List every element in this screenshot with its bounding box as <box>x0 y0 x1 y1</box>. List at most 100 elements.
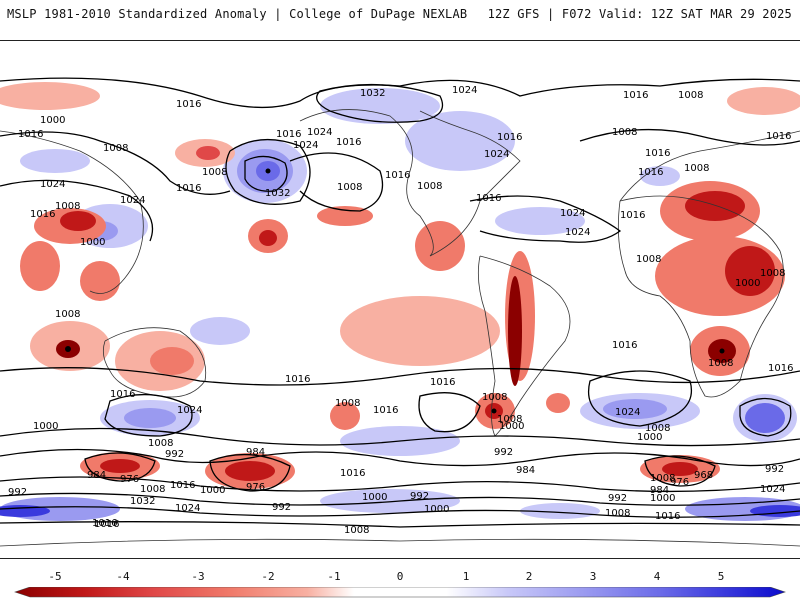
anomaly-positive-region <box>745 403 785 433</box>
low-center-marker <box>65 346 71 352</box>
isobar-label: 1016 <box>612 340 637 351</box>
isobar-line <box>739 397 792 437</box>
isobar-label: 1000 <box>650 493 675 504</box>
colorbar-fill <box>14 587 786 598</box>
isobar-label: 1032 <box>265 188 290 199</box>
isobar-label: 1024 <box>615 407 640 418</box>
isobar-label: 1008 <box>708 358 733 369</box>
anomaly-positive-region <box>640 166 680 186</box>
anomaly-negative-region <box>508 276 522 386</box>
isobar-line <box>0 179 154 242</box>
anomaly-negative-region <box>662 462 698 476</box>
isobar-label: 1008 <box>103 143 128 154</box>
anomaly-negative-region <box>415 221 465 271</box>
isobar-label: 1024 <box>40 179 65 190</box>
anomaly-negative-region <box>546 393 570 413</box>
isobar-label: 1024 <box>484 149 509 160</box>
colorbar-tick-label: 5 <box>717 570 725 583</box>
isobar-label: 1008 <box>55 201 80 212</box>
isobar-label: 984 <box>650 485 669 496</box>
isobar-label: 1024 <box>293 140 318 151</box>
isobar-line <box>0 367 800 386</box>
colorbar-tick-label: 0 <box>396 570 404 583</box>
anomaly-positive-region <box>603 399 667 419</box>
isobar-label: 1016 <box>497 132 522 143</box>
anomaly-negative-region <box>259 230 277 246</box>
isobar-label: 1008 <box>678 90 703 101</box>
anomaly-negative-region <box>196 146 220 160</box>
isobar-label: 1016 <box>340 468 365 479</box>
isobar-label: 968 <box>694 470 713 481</box>
isobar-label: 1016 <box>638 167 663 178</box>
header: MSLP 1981-2010 Standardized Anomaly | Co… <box>0 0 800 30</box>
isobar-label: 1024 <box>120 195 145 206</box>
anomaly-positive-region <box>124 408 176 428</box>
isobar-label: 1000 <box>499 421 524 432</box>
anomaly-negative-region <box>80 261 120 301</box>
isobar-label: 984 <box>516 465 535 476</box>
isobar-label: 1008 <box>148 438 173 449</box>
colorbar-tick-label: 4 <box>653 570 661 583</box>
anomaly-negative-region <box>60 211 96 231</box>
europe-asia-outline <box>0 130 800 294</box>
anomaly-positive-region <box>520 503 600 519</box>
isobar-line <box>469 195 622 243</box>
isobar-line <box>84 452 156 482</box>
isobar-label: 1016 <box>176 183 201 194</box>
isobar-label: 1008 <box>497 414 522 425</box>
anomaly-negative-region <box>725 246 775 296</box>
low-center-marker <box>491 408 497 414</box>
isobar-label: 1016 <box>623 90 648 101</box>
anomaly-negative-region <box>225 461 275 481</box>
isobar-label: 1008 <box>337 182 362 193</box>
isobar-label: 1008 <box>335 398 360 409</box>
anomaly-negative-region <box>100 459 140 473</box>
anomaly-negative-region <box>330 402 360 430</box>
isobar-label: 1008 <box>636 254 661 265</box>
isobar-label: 976 <box>120 474 139 485</box>
anomaly-negative-region <box>150 347 194 375</box>
isobar-label: 1024 <box>452 85 477 96</box>
colorbar-tick-label: 1 <box>462 570 470 583</box>
isobar-line <box>588 370 692 427</box>
isobar-label: 1000 <box>40 115 65 126</box>
isobar-label: 1008 <box>55 309 80 320</box>
isobar-line <box>289 152 384 212</box>
isobar-label: 1008 <box>417 181 442 192</box>
isobar-line <box>0 492 800 506</box>
isobar-label: 992 <box>410 491 429 502</box>
isobar-label: 1016 <box>620 210 645 221</box>
anomaly-positive-region <box>20 149 90 173</box>
isobar-label: 1016 <box>94 519 119 530</box>
isobar-label: 1016 <box>170 480 195 491</box>
colorbar-tick-label: -2 <box>261 570 275 583</box>
africa-outline <box>617 195 784 398</box>
anomaly-negative-region <box>20 241 60 291</box>
anomaly-positive-region <box>320 88 440 124</box>
isobar-label: 1016 <box>92 518 117 529</box>
isobar-label: 1016 <box>276 129 301 140</box>
low-center-marker <box>719 348 725 354</box>
isobar-label: 1008 <box>684 163 709 174</box>
isobar-line <box>209 453 291 492</box>
isobar-label: 1024 <box>560 208 585 219</box>
colorbar-tick-label: 3 <box>589 570 597 583</box>
colorbar-tick-label: -1 <box>327 570 341 583</box>
isobar-label: 1016 <box>110 389 135 400</box>
isobar-label: 984 <box>246 447 265 458</box>
isobar-label: 1000 <box>735 278 760 289</box>
isobar-label: 1016 <box>18 129 43 140</box>
isobar-label: 1016 <box>285 374 310 385</box>
isobar-line <box>644 455 716 487</box>
isobar-label: 1008 <box>605 508 630 519</box>
isobar-label: 1000 <box>200 485 225 496</box>
isobar-label: 1000 <box>33 421 58 432</box>
isobar-label: 1032 <box>360 88 385 99</box>
isobar-label: 992 <box>8 487 27 498</box>
isobar-label: 1016 <box>373 405 398 416</box>
isobar-line <box>244 155 288 192</box>
isobar-label: 1016 <box>385 170 410 181</box>
isobar-line <box>418 392 481 433</box>
colorbar-tick-label: 2 <box>525 570 533 583</box>
isobar-label: 1024 <box>307 127 332 138</box>
